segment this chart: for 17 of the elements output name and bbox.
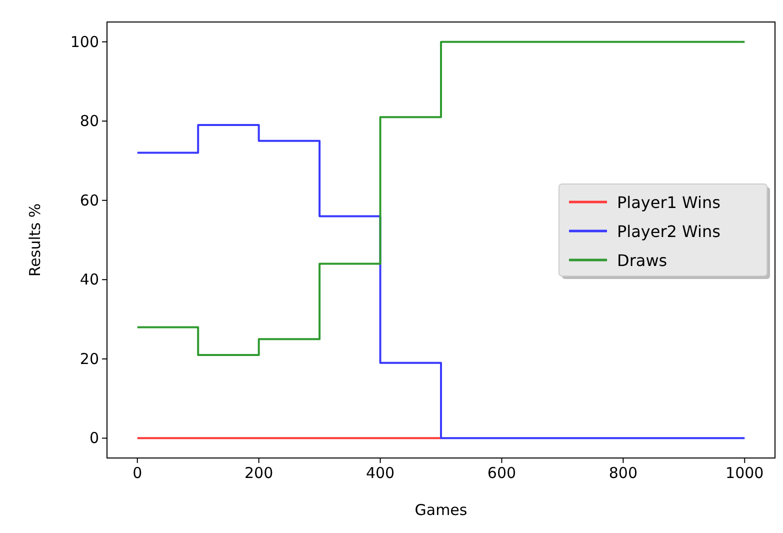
legend-label: Player1 Wins bbox=[617, 193, 720, 212]
legend-label: Draws bbox=[617, 251, 668, 270]
y-tick-label: 60 bbox=[80, 191, 99, 210]
y-axis-title: Results % bbox=[26, 203, 44, 277]
y-tick-label: 80 bbox=[80, 112, 99, 130]
legend-label: Player2 Wins bbox=[617, 222, 720, 241]
x-tick-label: 0 bbox=[132, 464, 142, 482]
x-tick-label: 1000 bbox=[726, 464, 764, 482]
x-tick-label: 200 bbox=[244, 464, 274, 482]
y-tick-label: 0 bbox=[89, 429, 99, 448]
x-tick-label: 600 bbox=[487, 464, 516, 482]
x-axis-title: Games bbox=[414, 501, 468, 519]
y-tick-label: 20 bbox=[80, 350, 99, 368]
y-tick-label: 40 bbox=[80, 270, 99, 289]
x-tick-label: 400 bbox=[366, 464, 395, 482]
x-tick-label: 800 bbox=[608, 464, 638, 482]
y-tick-label: 100 bbox=[70, 32, 99, 51]
